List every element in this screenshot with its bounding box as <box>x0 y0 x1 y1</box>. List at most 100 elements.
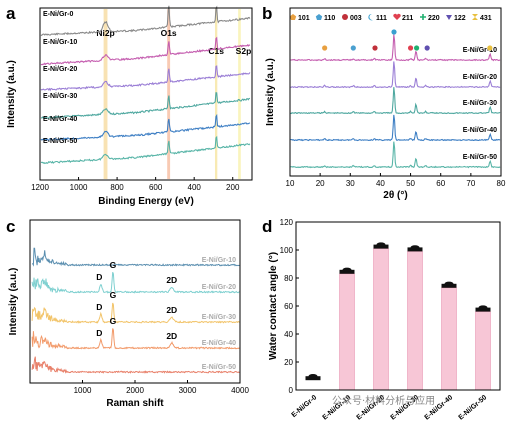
xrd-x-tick-label: 50 <box>406 179 415 188</box>
xps-series-line <box>40 36 251 66</box>
ca-y-tick-label: 80 <box>284 274 293 283</box>
xps-panel: Ni2p O1s C1s S2p E-Ni/Gr-0 E-Ni/Gr-10 E-Ni/Gr-… <box>6 5 253 207</box>
raman-series-line <box>31 247 240 267</box>
raman-x-tick-label: 3000 <box>179 386 197 395</box>
xrd-peak-marker <box>487 45 493 51</box>
xps-series-line <box>40 92 250 119</box>
xps-x-tick-label: 400 <box>188 183 202 192</box>
raman-peak-label-2d: 2D <box>166 275 177 285</box>
xps-series-label: E-Ni/Gr-40 <box>43 116 77 123</box>
xrd-peak-marker <box>414 45 420 51</box>
xps-series-line <box>40 135 251 165</box>
ca-droplet-icon <box>410 245 420 250</box>
xps-x-tick-label: 1200 <box>31 183 49 192</box>
xrd-legend-hourglass-marker <box>472 14 478 20</box>
raman-peak-label-g: G <box>110 260 117 270</box>
raman-series-label: E-Ni/Gr-40 <box>202 340 236 347</box>
ca-droplet-icon <box>308 374 318 379</box>
ca-plot-frame <box>295 221 501 391</box>
panel-label-a: a <box>6 4 16 23</box>
xrd-x-axis-label: 2θ (°) <box>383 190 407 201</box>
xps-x-tick-label: 1000 <box>70 183 88 192</box>
raman-x-tick-label: 2000 <box>126 386 144 395</box>
xrd-legend-label: 220 <box>428 15 440 22</box>
ca-y-tick-label: 100 <box>280 246 294 255</box>
ca-y-axis-label: Water contact angle (°) <box>268 252 279 360</box>
xps-series-label: E-Ni/Gr-30 <box>43 93 77 100</box>
xrd-series-line <box>290 61 501 89</box>
xrd-series-label: E-Ni/Gr-30 <box>463 100 497 107</box>
raman-series-line <box>31 356 240 374</box>
raman-panel: E-Ni/Gr-10 E-Ni/Gr-20 E-Ni/Gr-30 E-Ni/Gr-40… <box>8 219 249 409</box>
xrd-legend-label: 111 <box>376 15 387 22</box>
raman-peak-label-2d: 2D <box>166 331 177 341</box>
xrd-x-tick-label: 10 <box>286 179 295 188</box>
xrd-series-line <box>290 87 501 115</box>
ca-droplet-icon <box>478 305 488 310</box>
xrd-legend-label: 122 <box>454 15 466 22</box>
xrd-series-line <box>290 114 501 142</box>
xps-band-s2p <box>238 9 241 179</box>
xps-band-label-ni2p: Ni2p <box>96 28 114 38</box>
xrd-plot-frame <box>289 7 502 177</box>
ca-y-tick-label: 20 <box>284 358 293 367</box>
raman-peak-label-d: D <box>96 302 102 312</box>
raman-x-axis-label: Raman shift <box>106 398 164 409</box>
ca-category-label: E-Ni/Gr-50 <box>458 394 489 421</box>
raman-series-label: E-Ni/Gr-50 <box>202 364 236 371</box>
xps-band-o1s <box>167 9 171 179</box>
xrd-legend-label: 431 <box>480 15 492 22</box>
ca-y-tick-label: 120 <box>280 218 294 227</box>
panel-label-c: c <box>6 217 15 236</box>
raman-series-label: E-Ni/Gr-20 <box>202 284 236 291</box>
xrd-legend-label: 110 <box>324 15 335 22</box>
raman-series-line <box>31 328 240 350</box>
raman-series-line <box>31 272 240 294</box>
raman-peak-label-g: G <box>110 316 117 326</box>
ca-y-tick-label: 40 <box>284 330 293 339</box>
xps-band-ni2p <box>103 9 108 179</box>
xps-x-tick-label: 800 <box>110 183 124 192</box>
xps-band-label-c1s: C1s <box>208 46 224 56</box>
xrd-peak-marker <box>350 45 356 51</box>
xrd-legend-label: 101 <box>298 15 310 22</box>
xps-series-label: E-Ni/Gr-10 <box>43 39 77 46</box>
xrd-series-label: E-Ni/Gr-50 <box>463 154 497 161</box>
raman-peak-label-g: G <box>110 290 117 300</box>
raman-plot-frame <box>29 219 241 384</box>
ca-bar <box>475 311 491 391</box>
xrd-legend-plus-marker <box>420 14 426 20</box>
ca-droplet-icon <box>342 267 352 272</box>
xrd-series-line <box>290 141 501 169</box>
xps-series-line <box>40 65 251 92</box>
xps-plot-frame <box>39 7 253 181</box>
xps-series-label: E-Ni/Gr-0 <box>43 11 73 18</box>
xrd-peak-marker <box>322 45 328 51</box>
raman-series-line <box>31 302 240 324</box>
xrd-x-tick-label: 40 <box>376 179 385 188</box>
raman-peak-label-d: D <box>96 272 102 282</box>
xps-x-tick-label: 600 <box>149 183 163 192</box>
xps-x-axis-label: Binding Energy (eV) <box>98 196 194 207</box>
xrd-panel: E-Ni/Gr-10 E-Ni/Gr-20 E-Ni/Gr-30 E-Ni/Gr-40… <box>265 7 506 201</box>
xrd-series-line <box>290 34 501 62</box>
xrd-legend-label: 211 <box>402 15 413 22</box>
ca-y-tick-label: 0 <box>289 386 294 395</box>
ca-droplet-icon <box>444 281 454 286</box>
xrd-legend-moon-marker <box>368 13 373 21</box>
xrd-peak-marker <box>391 29 397 35</box>
raman-series-label: E-Ni/Gr-30 <box>202 314 236 321</box>
ca-droplet-icon <box>376 242 386 247</box>
xrd-peak-marker <box>372 45 378 51</box>
raman-x-tick-label: 1000 <box>74 386 92 395</box>
ca-bar <box>373 248 389 391</box>
xps-band-label-o1s: O1s <box>161 28 177 38</box>
xrd-legend-pentagon-marker <box>315 14 323 20</box>
xrd-legend-label: 003 <box>350 15 362 22</box>
raman-y-axis-label: Intensity (a.u.) <box>8 268 19 336</box>
xrd-legend-heart-marker <box>393 13 401 20</box>
ca-bar <box>407 251 423 391</box>
xps-y-axis-label: Intensity (a.u.) <box>6 60 17 128</box>
xrd-series-label: E-Ni/Gr-20 <box>463 74 497 81</box>
